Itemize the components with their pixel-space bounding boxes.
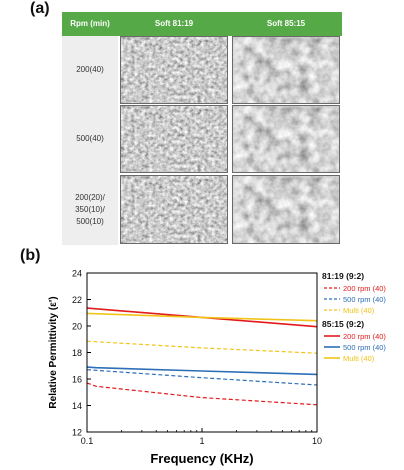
sem-image-85-15-200 <box>232 36 340 104</box>
legend-item-label: Multi (40) <box>343 306 375 315</box>
y-tick-label: 14 <box>72 401 82 411</box>
x-axis-label: Frequency (KHz) <box>150 451 253 466</box>
row-label-200-40: 200(40) <box>62 36 118 105</box>
sem-image-table: Rpm (min) Soft 81:19 Soft 85:15 200(40) … <box>62 12 342 246</box>
sem-image-81-19-multi <box>120 175 228 244</box>
header-rpm: Rpm (min) <box>70 19 110 28</box>
y-tick-label: 12 <box>72 428 82 438</box>
y-tick-label: 24 <box>72 269 82 279</box>
series-line-g0-s2 <box>86 340 318 354</box>
panel-b-label: (b) <box>20 247 41 264</box>
permittivity-chart: 12 14 16 18 20 22 24 0.1 1 10 Frequency (KHz) Relat… <box>0 255 404 470</box>
row-label-500-40: 500(40) <box>62 104 118 175</box>
series-line-g1-s1 <box>86 366 318 376</box>
series-line-g1-s0 <box>86 307 318 328</box>
x-tick-label: 0.1 <box>81 436 94 446</box>
y-tick-label: 22 <box>72 295 82 305</box>
header-soft-81-19: Soft 81:19 <box>154 19 194 28</box>
table-header-row: Rpm (min) Soft 81:19 Soft 85:15 <box>62 12 342 36</box>
y-tick-label: 20 <box>72 322 82 332</box>
y-tick-label: 18 <box>72 348 82 358</box>
y-axis-label: Relative Permittivity (ε') <box>48 296 59 408</box>
series-line-g1-s2 <box>86 312 318 322</box>
plot-frame <box>86 272 318 433</box>
x-tick-label: 1 <box>199 436 204 446</box>
legend-group-title: 81:19 (9:2) <box>322 271 364 281</box>
header-soft-85-15: Soft 85:15 <box>266 19 306 28</box>
series-line-g0-s1 <box>86 369 318 386</box>
sem-image-81-19-200 <box>120 36 228 104</box>
row-label-multi: 200(20)/ 350(10)/ 500(10) <box>62 174 118 246</box>
panel-a-label: (a) <box>30 0 50 17</box>
sem-image-85-15-500 <box>232 105 340 173</box>
sem-image-85-15-multi <box>232 175 340 244</box>
legend-item-label: 200 rpm (40) <box>343 332 386 341</box>
sem-image-81-19-500 <box>120 105 228 173</box>
y-tick-label: 16 <box>72 375 82 385</box>
series-line-g0-s0 <box>86 382 318 406</box>
legend-item-label: 200 rpm (40) <box>343 284 386 293</box>
legend-item-label: 500 rpm (40) <box>343 295 386 304</box>
legend-item-label: Multi (40) <box>343 354 375 363</box>
legend-group-title: 85:15 (9:2) <box>322 319 364 329</box>
x-tick-label: 10 <box>312 436 322 446</box>
legend-item-label: 500 rpm (40) <box>343 343 386 352</box>
